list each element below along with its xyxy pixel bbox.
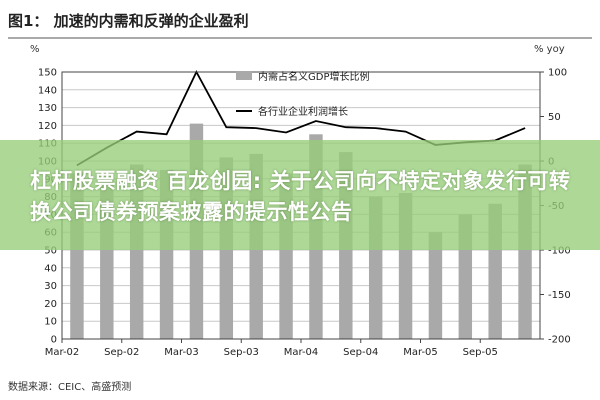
x-tick-label: Sep-03	[224, 347, 259, 358]
legend: 内需占名义GDP增长比例 各行业企业利润增长	[236, 70, 369, 118]
left-tick-label: 130	[38, 103, 57, 114]
legend-bar-label: 内需占名义GDP增长比例	[258, 70, 369, 83]
legend-line-label: 各行业企业利润增长	[258, 105, 348, 118]
legend-bar-swatch	[236, 71, 252, 80]
right-tick-label: -100	[548, 246, 571, 257]
x-tick-label: Mar-03	[164, 347, 199, 358]
left-tick-label: 140	[38, 85, 57, 96]
source-note: 数据来源：CEIC、高盛预测	[8, 380, 131, 393]
left-tick-label: 50	[44, 246, 57, 257]
left-tick-label: 0	[51, 335, 57, 346]
right-tick-label: 50	[548, 112, 561, 123]
x-tick-label: Sep-04	[343, 347, 378, 358]
x-axis-ticks: Mar-02 Sep-02 Mar-03 Sep-03 Mar-04 Sep-04 Mar-…	[45, 339, 498, 358]
left-tick-label: 20	[44, 299, 57, 310]
x-tick-label: Mar-04	[284, 347, 319, 358]
x-tick-label: Sep-02	[104, 347, 139, 358]
right-tick-label: 100	[548, 68, 567, 79]
bar	[428, 232, 443, 339]
right-tick-label: -200	[548, 335, 571, 346]
right-axis-label: % yoy	[534, 44, 565, 55]
left-axis-label: %	[30, 44, 40, 55]
headline-text[interactable]: 杠杆股票融资 百龙创园: 关于公司向不特定对象发行可转换公司债券预案披露的提示性…	[30, 169, 571, 224]
left-tick-label: 30	[44, 281, 57, 292]
left-tick-label: 40	[44, 263, 57, 274]
right-tick-label: -150	[548, 290, 571, 301]
overlay-banner	[0, 140, 600, 250]
x-tick-label: Sep-05	[463, 347, 498, 358]
figure-title: 图1： 加速的内需和反弹的企业盈利	[8, 12, 249, 30]
x-tick-label: Mar-02	[45, 347, 80, 358]
x-tick-label: Mar-05	[403, 347, 438, 358]
left-tick-label: 120	[38, 121, 57, 132]
left-tick-label: 10	[44, 317, 57, 328]
left-tick-label: 150	[38, 68, 57, 79]
